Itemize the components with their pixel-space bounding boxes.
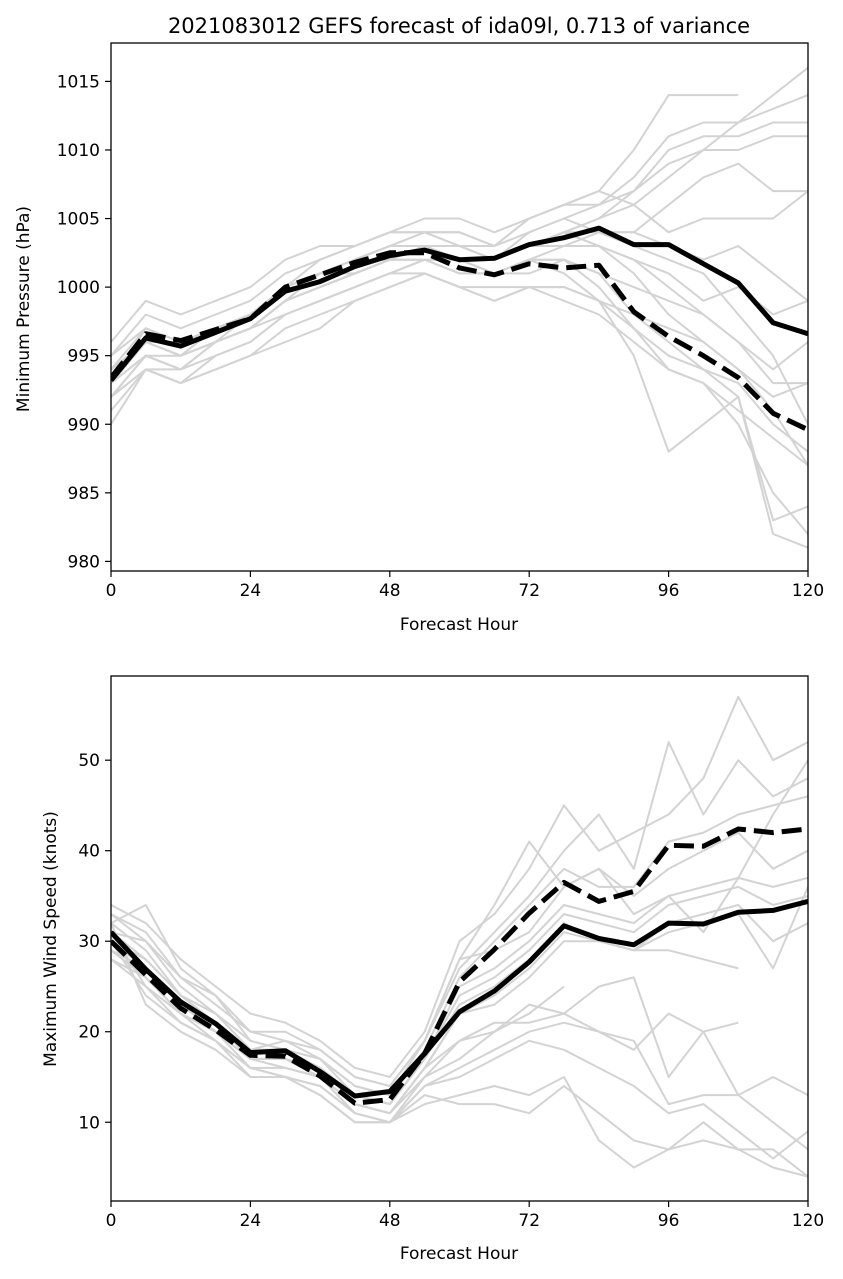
pressure-plot-frame <box>110 42 809 572</box>
pressure-ensemble-member-13 <box>111 272 808 522</box>
pressure-y-tick-label: 990 <box>68 415 100 435</box>
wind-x-tick-label: 72 <box>518 1211 540 1231</box>
pressure-y-tick-label: 1005 <box>57 210 100 230</box>
pressure-x-tick-label: 120 <box>792 581 824 601</box>
pressure-ensemble-member-14 <box>111 272 808 535</box>
pressure-y-tick-label: 1015 <box>57 72 100 92</box>
wind-solid-series-line <box>111 898 808 1099</box>
pressure-x-axis-label: Forecast Hour <box>400 615 518 635</box>
wind-y-axis-label: Maximum Wind Speed (knots) <box>41 811 61 1067</box>
wind-ensemble-member-12 <box>111 949 808 1124</box>
pressure-y-tick-label: 995 <box>68 347 100 367</box>
pressure-plot-lines <box>111 66 808 549</box>
wind-y-tick-label: 50 <box>78 751 100 771</box>
pressure-x-tick-label: 48 <box>379 581 401 601</box>
wind-x-tick-label: 96 <box>658 1211 680 1231</box>
wind-ensemble-member-5 <box>111 876 808 1106</box>
wind-x-tick-label: 48 <box>379 1211 401 1231</box>
wind-ensemble-member-16 <box>111 922 808 1178</box>
wind-y-tick-label: 30 <box>78 932 100 952</box>
wind-y-tick-label: 20 <box>78 1023 100 1043</box>
pressure-panel: Forecast Hour Minimum Pressure (hPa) 0 24… <box>14 42 824 635</box>
wind-ensemble-member-15 <box>111 931 808 1178</box>
wind-ensemble-member-2 <box>111 741 808 1087</box>
pressure-ensemble-member-5 <box>111 135 808 343</box>
wind-y-tick-label: 10 <box>78 1113 100 1133</box>
pressure-ensemble-member-15 <box>111 272 808 549</box>
chart-title: 2021083012 GEFS forecast of ida09l, 0.71… <box>168 14 750 38</box>
pressure-solid-series-line <box>111 225 808 382</box>
wind-x-axis-label: Forecast Hour <box>400 1244 518 1264</box>
pressure-ensemble-member-18 <box>111 231 808 357</box>
pressure-y-axis-label: Minimum Pressure (hPa) <box>14 206 34 412</box>
pressure-y-tick-label: 1000 <box>57 278 100 298</box>
pressure-y-tick-label: 1010 <box>57 141 100 161</box>
pressure-ensemble-member-12 <box>111 258 808 467</box>
pressure-ensemble-member-1 <box>111 66 808 384</box>
wind-x-tick-label: 120 <box>792 1211 824 1231</box>
pressure-dashed-series-line <box>111 250 808 432</box>
pressure-x-tick-label: 72 <box>518 581 540 601</box>
pressure-x-tick-label: 0 <box>106 581 117 601</box>
wind-ensemble-member-3 <box>111 795 808 1097</box>
wind-ensemble-member-17 <box>111 759 808 1097</box>
wind-y-tick-label: 40 <box>78 842 100 862</box>
pressure-ensemble-member-17 <box>111 231 808 371</box>
pressure-x-tick-label: 96 <box>658 581 680 601</box>
wind-ensemble-member-8 <box>111 886 808 1115</box>
wind-plot-lines <box>111 695 808 1178</box>
wind-plot-frame <box>110 675 809 1202</box>
wind-x-tick-label: 0 <box>106 1211 117 1231</box>
wind-ensemble-member-9 <box>111 922 739 1106</box>
wind-x-tick-label: 24 <box>240 1211 262 1231</box>
pressure-x-tick-label: 24 <box>240 581 262 601</box>
wind-ensemble-member-14 <box>111 940 808 1160</box>
wind-dashed-series-line <box>111 826 808 1106</box>
pressure-y-tick-label: 980 <box>68 552 100 572</box>
wind-panel: Forecast Hour Maximum Wind Speed (knots)… <box>41 675 824 1264</box>
pressure-y-tick-label: 985 <box>68 484 100 504</box>
